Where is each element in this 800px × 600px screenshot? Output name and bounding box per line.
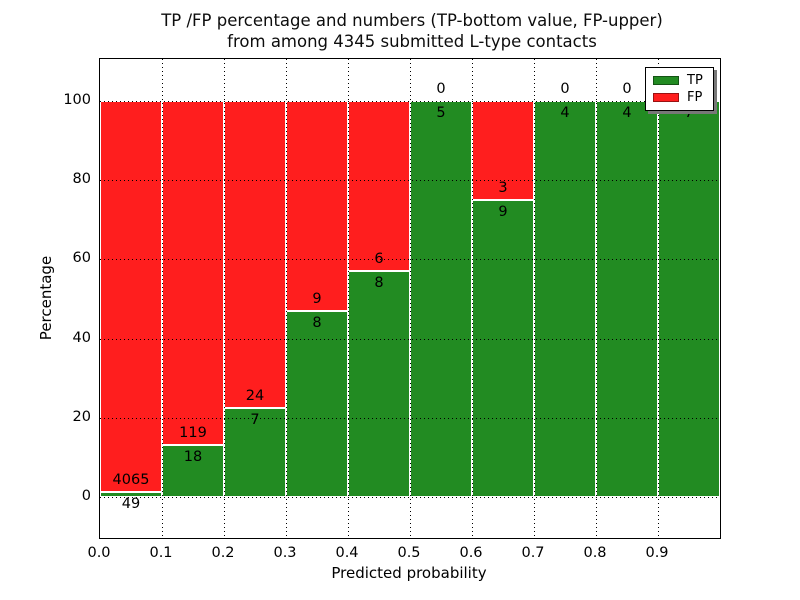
x-tick-label: 0.5 [397,545,421,561]
fp-count-label: 3 [498,180,508,196]
x-tick-label: 0.4 [335,545,359,561]
fp-count-label: 24 [245,387,265,404]
tp-count-label: 9 [498,204,508,220]
plot-area: 4065491191824798680539040407 TP FP [99,58,721,539]
tp-count-label: 18 [183,448,203,465]
x-axis-title: Predicted probability [331,564,487,582]
fp-bar-segment [224,101,286,408]
tp-bar-segment [596,101,658,497]
x-gridline [595,59,597,538]
fp-count-label: 6 [374,250,384,267]
tp-bar-segment [286,310,348,497]
fp-count-label: 4065 [112,472,150,489]
tp-bar-segment [410,101,472,497]
tp-count-label: 49 [121,496,141,513]
tp-bar-segment [348,270,410,497]
legend-item-tp: TP [653,74,706,87]
x-tick-label: 0.1 [149,545,173,561]
tp-bar-segment [472,200,534,497]
x-tick-label: 0.8 [583,545,607,561]
y-tick-label: 0 [81,488,91,504]
x-tick-label: 0.2 [211,545,235,561]
fp-legend-label: FP [687,89,703,105]
x-tick-label: 0.3 [273,545,297,561]
tp-count-label: 8 [374,274,384,291]
chart-title-line1: TP /FP percentage and numbers (TP-bottom… [161,11,663,30]
x-tick-label: 0.7 [521,545,545,561]
fp-bar-segment [472,101,534,200]
x-tick-label: 0.9 [645,545,669,561]
x-tick-label: 0.6 [459,545,483,561]
tp-count-label: 7 [684,105,694,121]
x-gridline [657,59,659,538]
fp-bar-segment [100,101,162,493]
x-gridline [223,59,225,538]
tp-bar-segment [534,101,596,497]
y-tick-label: 40 [72,329,91,346]
x-gridline [409,59,411,538]
fp-count-label: 0 [436,81,446,97]
y-tick-label: 100 [63,92,91,108]
fp-bar-segment [162,101,224,445]
chart-title-line2: from among 4345 submitted L-type contact… [227,32,597,51]
tp-count-label: 4 [622,105,632,121]
tp-count-label: 8 [312,314,322,331]
legend-item-fp: FP [653,91,706,104]
legend: TP FP [645,67,714,111]
x-gridline [533,59,535,538]
fp-legend-swatch [653,92,679,102]
y-tick-label: 20 [72,408,91,425]
x-gridline [471,59,473,538]
x-gridline [347,59,349,538]
fp-count-label: 0 [622,81,632,97]
fp-count-label: 119 [179,424,207,441]
fp-count-label: 9 [312,290,322,307]
tp-bar-segment [162,444,224,497]
tp-count-label: 7 [250,411,260,428]
y-tick-label: 80 [72,171,91,188]
x-gridline [161,59,163,538]
tp-count-label: 4 [560,105,570,121]
tp-bar-segment [658,101,720,497]
tp-count-label: 5 [436,105,446,121]
chart-title: TP /FP percentage and numbers (TP-bottom… [88,10,736,52]
tp-legend-label: TP [687,73,703,89]
tp-legend-swatch [653,76,679,86]
fp-bar-segment [286,101,348,311]
x-tick-label: 0.0 [87,545,111,561]
y-axis-title: Percentage [37,255,55,341]
fp-count-label: 0 [560,81,570,97]
fp-bar-segment [348,101,410,271]
x-gridline [285,59,287,538]
y-tick-label: 60 [72,250,91,267]
